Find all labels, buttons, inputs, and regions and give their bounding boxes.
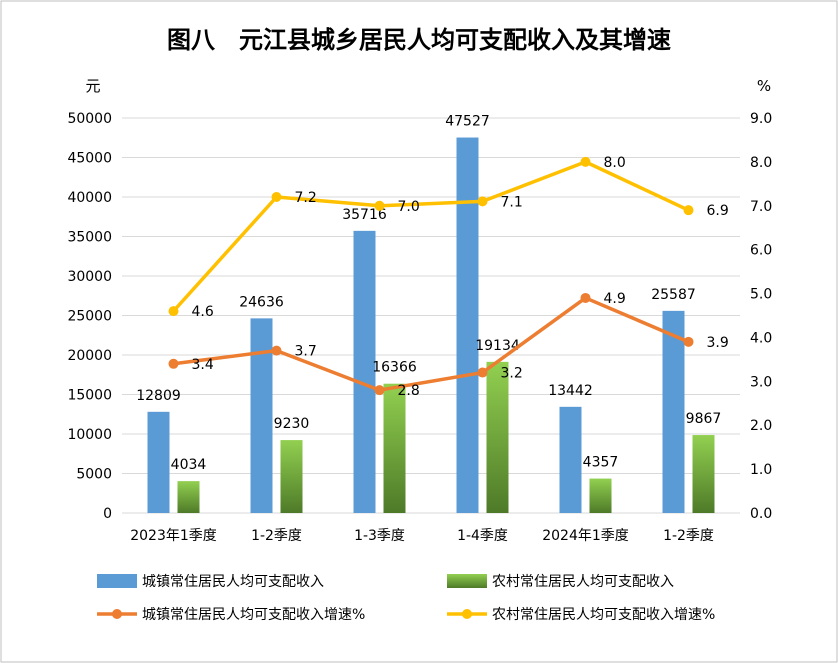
- right-tick-label: 5.0: [750, 287, 772, 303]
- rural-growth-line: [172, 160, 690, 313]
- left-tick-label: 20000: [67, 348, 112, 364]
- rural-growth-marker: [477, 196, 488, 207]
- lines: [168, 156, 694, 396]
- urban-growth-marker: [374, 385, 385, 396]
- bars: [147, 137, 715, 514]
- right-tick-label: 1.0: [750, 462, 772, 478]
- urban-growth-marker: [683, 336, 694, 347]
- x-tick-label: 1-3季度: [354, 528, 405, 544]
- line-value-label: 3.9: [707, 335, 729, 351]
- legend-bar-swatch: [447, 574, 487, 588]
- urban-growth-line: [173, 296, 690, 392]
- left-tick-label: 40000: [67, 190, 112, 206]
- line-value-label: 7.1: [501, 194, 523, 210]
- rural-growth-marker: [580, 156, 591, 167]
- legend: 城镇常住居民人均可支配收入 农村常住居民人均可支配收入城镇常住居民人均可支配收入增…: [97, 574, 715, 623]
- rural-growth-marker: [168, 306, 179, 317]
- rural-income-bar: [280, 440, 303, 513]
- rural-income-bar: [692, 435, 715, 513]
- urban-income-bar: [250, 318, 273, 513]
- legend-label: 城镇常住居民人均可支配收入: [142, 574, 324, 590]
- rural-growth-marker: [374, 200, 385, 211]
- line-value-label: 7.0: [398, 199, 420, 215]
- legend-label: 农村常住居民人均可支配收入增速%: [492, 607, 715, 623]
- right-axis-unit: %: [757, 77, 771, 95]
- line-value-label: 3.2: [501, 366, 523, 382]
- line-value-label: 4.6: [192, 304, 214, 320]
- urban-growth-marker: [477, 367, 488, 378]
- urban-income-bar: [147, 411, 170, 513]
- bar-value-label: 35716: [342, 207, 387, 223]
- line-value-label: 4.9: [604, 291, 626, 307]
- left-tick-label: 10000: [67, 427, 112, 443]
- left-axis-ticks: 0 5000 10000 15000 20000 25000 30000 35000 40000…: [67, 111, 112, 522]
- urban-growth-marker: [271, 345, 282, 356]
- left-tick-label: 0: [103, 506, 112, 522]
- bar-value-label: 19134: [475, 338, 520, 354]
- left-tick-label: 45000: [67, 151, 112, 167]
- left-tick-label: 30000: [67, 269, 112, 285]
- bar-value-label: 9230: [274, 416, 310, 432]
- bar-value-label: 4034: [171, 457, 207, 473]
- legend-label: 农村常住居民人均可支配收入: [492, 574, 674, 590]
- rural-income-bar: [177, 481, 200, 513]
- line-value-label: 2.8: [398, 383, 420, 399]
- bar-value-label: 13442: [548, 383, 593, 399]
- left-tick-label: 35000: [67, 230, 112, 246]
- bar-value-label: 25587: [651, 287, 696, 303]
- left-axis-unit: 元: [85, 77, 100, 95]
- urban-growth-marker: [168, 358, 179, 369]
- line-value-label: 7.2: [295, 190, 317, 206]
- rural-income-bar: [383, 383, 406, 513]
- line-value-label: 8.0: [604, 155, 626, 171]
- x-tick-label: 2023年1季度: [130, 528, 217, 544]
- bar-labels: 12809 24636 35716 47527 13442 25587 4034 9230 16…: [136, 114, 721, 474]
- right-tick-label: 3.0: [750, 374, 772, 390]
- left-tick-label: 15000: [67, 388, 112, 404]
- right-tick-label: 8.0: [750, 155, 772, 171]
- x-tick-label: 1-4季度: [457, 528, 508, 544]
- bar-value-label: 24636: [239, 294, 284, 310]
- bar-value-label: 16366: [372, 360, 417, 376]
- line-value-label: 3.4: [192, 357, 214, 373]
- bar-value-label: 9867: [686, 411, 722, 427]
- right-tick-label: 0.0: [750, 506, 772, 522]
- legend-label: 城镇常住居民人均可支配收入增速%: [142, 607, 365, 623]
- right-tick-label: 2.0: [750, 418, 772, 434]
- left-tick-label: 25000: [67, 309, 112, 325]
- legend-line-marker: [112, 609, 122, 619]
- left-tick-label: 50000: [67, 111, 112, 127]
- line-labels: 3.4 3.7 2.8 3.2 4.9 3.9 4.6 7.2 7.0 7.1 8.0 6.9: [192, 155, 729, 399]
- line-value-label: 6.9: [707, 203, 729, 219]
- bar-value-label: 12809: [136, 388, 181, 404]
- x-tick-label: 2024年1季度: [542, 528, 629, 544]
- bar-value-label: 4357: [583, 455, 619, 471]
- gridlines: [122, 117, 740, 514]
- rural-income-bar: [589, 478, 612, 513]
- bar-value-label: 47527: [445, 114, 490, 130]
- urban-income-bar: [559, 406, 582, 513]
- x-tick-label: 1-2季度: [251, 528, 302, 544]
- urban-income-bar: [353, 230, 376, 513]
- legend-line-marker: [462, 609, 472, 619]
- urban-income-bar: [456, 137, 479, 514]
- x-tick-label: 1-2季度: [663, 528, 714, 544]
- right-axis-ticks: 0.0 1.0 2.0 3.0 4.0 5.0 6.0 7.0 8.0 9.0: [750, 111, 772, 522]
- line-value-label: 3.7: [295, 344, 317, 360]
- left-tick-label: 5000: [76, 467, 112, 483]
- rural-income-bar: [486, 361, 509, 513]
- rural-growth-marker: [271, 192, 282, 202]
- right-tick-label: 9.0: [750, 111, 772, 127]
- x-axis-labels: 2023年1季度 1-2季度 1-3季度 1-4季度 2024年1季度 1-2季度: [130, 528, 714, 544]
- urban-growth-marker: [580, 292, 591, 303]
- chart-title: 图八 元江县城乡居民人均可支配收入及其增速: [167, 26, 671, 54]
- rural-growth-marker: [683, 205, 694, 216]
- right-tick-label: 4.0: [750, 330, 772, 346]
- legend-bar-swatch: [97, 574, 137, 588]
- right-tick-label: 7.0: [750, 199, 772, 215]
- right-tick-label: 6.0: [750, 243, 772, 259]
- urban-income-bar: [662, 310, 685, 513]
